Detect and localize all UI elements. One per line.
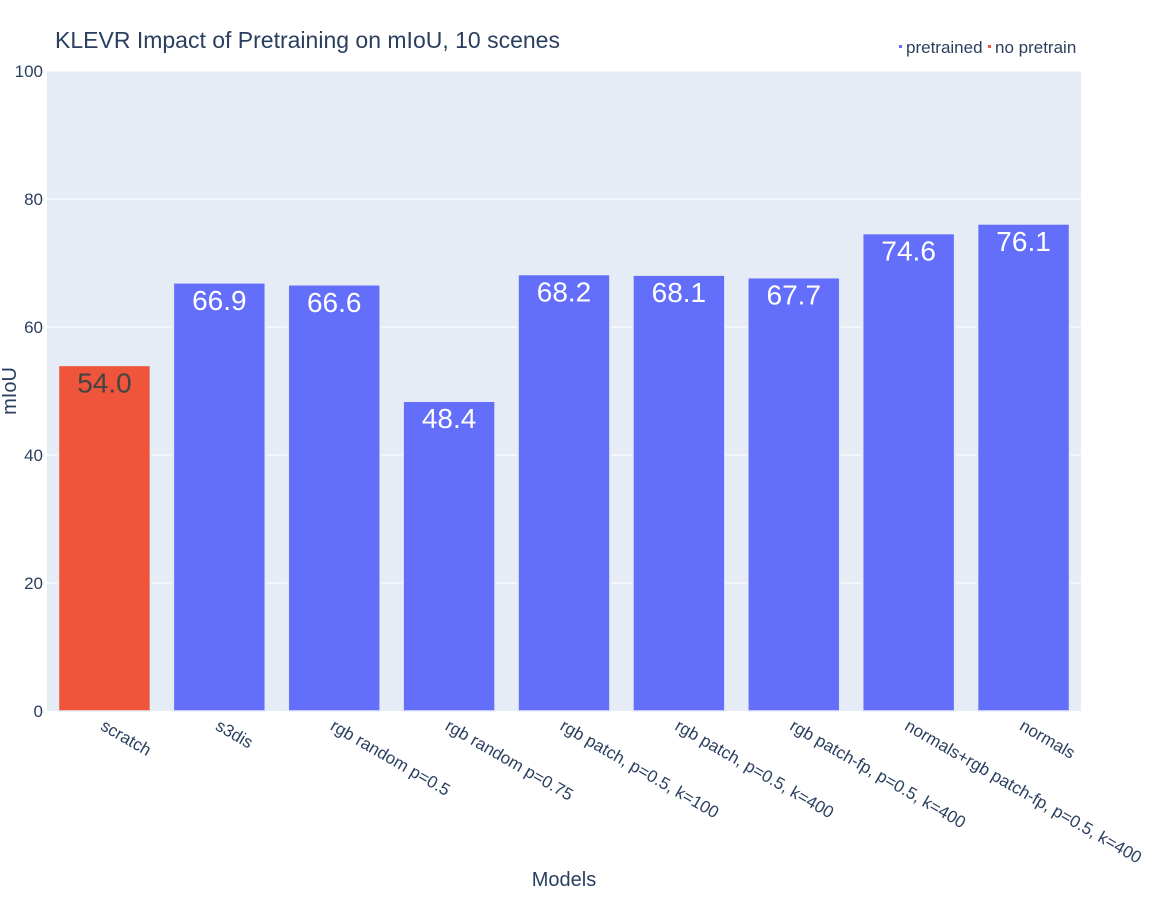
bar-label-rgb-random-p-0-75: 48.4 [422,403,477,434]
bar-label-scratch: 54.0 [77,367,132,398]
y-axis-title: mIoU [0,367,21,415]
bar-rgb-patch-p-0-5-k-400 [632,274,726,712]
bar-label-rgb-patch-fp-p-0-5-k-400: 67.7 [767,280,822,311]
legend-item-no-pretrain: no pretrain [995,38,1076,57]
x-tick-normals-rgb-patch-fp-p-0-5-k-400: normals+rgb patch-fp, p=0.5, k=400 [902,716,1145,867]
y-tick-80: 80 [24,190,43,209]
bar-rgb-patch-fp-p-0-5-k-400 [747,276,841,712]
bar-rgb-random-p-0-5 [287,284,381,712]
legend: pretrained no pretrain [899,38,1076,57]
bar-rgb-patch-p-0-5-k-100 [517,273,611,712]
legend-item-pretrained: pretrained [906,38,983,57]
x-tick-s3dis: s3dis [212,716,256,752]
bar-label-s3dis: 66.9 [192,285,247,316]
bar-label-rgb-patch-p-0-5-k-100: 68.2 [537,277,592,308]
bar-label-rgb-patch-p-0-5-k-400: 68.1 [652,277,707,308]
x-tick-rgb-random-p-0-75: rgb random p=0.75 [442,716,576,805]
x-tick-scratch: scratch [97,716,154,760]
bar-rgb-random-p-0-75 [402,400,496,712]
bar-s3dis [172,282,267,712]
bar-normals [976,223,1071,712]
legend-swatch-pretrained [899,45,902,48]
y-tick-labels: 0 20 40 60 80 100 [15,62,43,721]
legend-swatch-no-pretrain [988,45,991,48]
x-axis-title: Models [532,869,596,891]
bar-scratch [57,364,152,712]
x-tick-normals: normals [1017,716,1079,763]
bar-label-normals: 76.1 [996,226,1051,257]
y-tick-60: 60 [24,318,43,337]
chart-title: KLEVR Impact of Pretraining on mIoU, 10 … [55,27,560,53]
bar-label-rgb-random-p-0-5: 66.6 [307,287,362,318]
x-tick-rgb-random-p-0-5: rgb random p=0.5 [327,716,453,800]
y-tick-0: 0 [34,702,43,721]
bar-normals-rgb-patch-fp-p-0-5-k-400 [861,232,956,712]
y-tick-100: 100 [15,62,43,81]
y-tick-20: 20 [24,574,43,593]
bar-label-normals-rgb-patch-fp-p-0-5-k-400: 74.6 [881,236,936,267]
bars [57,223,1071,712]
bar-data-labels: 54.0 66.9 66.6 48.4 68.2 68.1 67.7 74.6 76.1 [77,226,1051,434]
y-tick-40: 40 [24,446,43,465]
